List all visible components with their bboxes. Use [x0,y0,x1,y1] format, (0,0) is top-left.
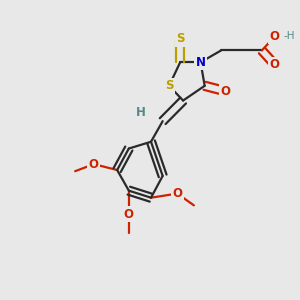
Text: S: S [165,79,173,92]
Text: O: O [270,58,280,71]
Text: H: H [136,106,146,119]
Text: O: O [270,30,280,43]
Text: -H: -H [284,31,295,41]
Text: O: O [89,158,99,171]
Text: S: S [176,32,184,45]
Text: N: N [196,56,206,69]
Text: O: O [220,85,230,98]
Text: O: O [124,208,134,221]
Text: O: O [172,187,182,200]
